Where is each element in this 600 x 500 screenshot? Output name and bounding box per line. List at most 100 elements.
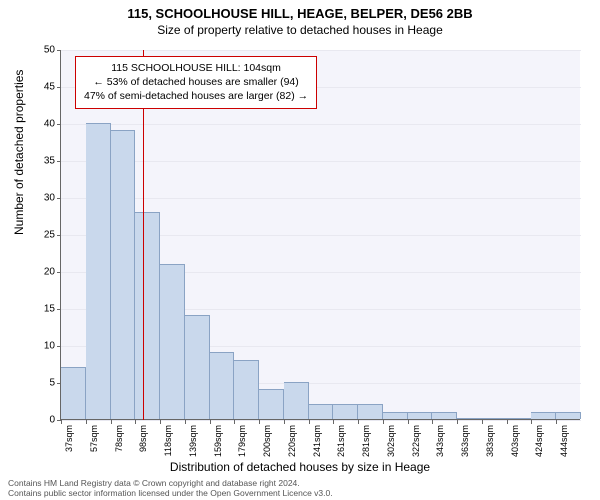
xtick-label: 363sqm (460, 425, 470, 457)
xtick-label: 118sqm (163, 425, 173, 456)
xtick-mark (358, 420, 359, 424)
xtick-mark (457, 420, 458, 424)
histogram-bar (358, 404, 383, 419)
gridline (61, 420, 581, 421)
annotation-line1: 115 SCHOOLHOUSE HILL: 104sqm (84, 61, 308, 75)
ytick-mark (57, 235, 61, 236)
xtick-label: 139sqm (188, 425, 198, 457)
annotation-line2: ← 53% of detached houses are smaller (94… (84, 75, 308, 89)
xtick-mark (160, 420, 161, 424)
ytick-mark (57, 346, 61, 347)
histogram-bar (333, 404, 358, 419)
histogram-bar (160, 264, 185, 419)
xtick-mark (86, 420, 87, 424)
xtick-mark (135, 420, 136, 424)
histogram-bar (210, 352, 235, 419)
ytick-label: 35 (25, 156, 55, 167)
xtick-mark (432, 420, 433, 424)
xtick-label: 37sqm (64, 425, 74, 452)
xtick-mark (234, 420, 235, 424)
chart-title-sub: Size of property relative to detached ho… (0, 23, 600, 37)
chart-title-main: 115, SCHOOLHOUSE HILL, HEAGE, BELPER, DE… (0, 6, 600, 21)
histogram-bar (507, 418, 532, 419)
histogram-bar (556, 412, 581, 419)
ytick-label: 20 (25, 267, 55, 278)
histogram-bar (135, 212, 160, 419)
xtick-mark (284, 420, 285, 424)
gridline (61, 161, 581, 162)
chart-container: 0510152025303540455037sqm57sqm78sqm98sqm… (60, 50, 580, 420)
ytick-label: 5 (25, 378, 55, 389)
y-axis-label: Number of detached properties (12, 70, 26, 235)
xtick-mark (531, 420, 532, 424)
histogram-bar (482, 418, 507, 419)
xtick-label: 98sqm (138, 425, 148, 452)
ytick-label: 15 (25, 304, 55, 315)
ytick-label: 40 (25, 119, 55, 130)
xtick-label: 261sqm (336, 425, 346, 457)
histogram-bar (234, 360, 259, 419)
xtick-mark (185, 420, 186, 424)
ytick-label: 0 (25, 415, 55, 426)
ytick-label: 30 (25, 193, 55, 204)
gridline (61, 198, 581, 199)
ytick-mark (57, 272, 61, 273)
histogram-bar (61, 367, 86, 419)
gridline (61, 124, 581, 125)
xtick-label: 159sqm (213, 425, 223, 457)
xtick-mark (383, 420, 384, 424)
ytick-mark (57, 309, 61, 310)
gridline (61, 50, 581, 51)
annotation-box: 115 SCHOOLHOUSE HILL: 104sqm ← 53% of de… (75, 56, 317, 109)
ytick-label: 50 (25, 45, 55, 56)
ytick-mark (57, 124, 61, 125)
xtick-mark (408, 420, 409, 424)
ytick-label: 10 (25, 341, 55, 352)
xtick-label: 179sqm (237, 425, 247, 457)
histogram-bar (309, 404, 334, 419)
xtick-label: 403sqm (510, 425, 520, 457)
xtick-label: 302sqm (386, 425, 396, 457)
xtick-label: 444sqm (559, 425, 569, 457)
histogram-bar (111, 130, 136, 419)
ytick-mark (57, 50, 61, 51)
histogram-bar (432, 412, 457, 419)
xtick-mark (309, 420, 310, 424)
footer-attribution: Contains HM Land Registry data © Crown c… (8, 478, 333, 498)
xtick-mark (111, 420, 112, 424)
xtick-label: 322sqm (411, 425, 421, 457)
xtick-label: 241sqm (312, 425, 322, 457)
histogram-bar (383, 412, 408, 419)
xtick-mark (507, 420, 508, 424)
xtick-mark (210, 420, 211, 424)
xtick-label: 281sqm (361, 425, 371, 457)
ytick-mark (57, 198, 61, 199)
xtick-mark (556, 420, 557, 424)
xtick-label: 383sqm (485, 425, 495, 457)
histogram-bar (185, 315, 210, 419)
x-axis-label: Distribution of detached houses by size … (0, 460, 600, 474)
xtick-mark (259, 420, 260, 424)
xtick-label: 78sqm (114, 425, 124, 452)
xtick-mark (333, 420, 334, 424)
histogram-bar (457, 418, 482, 419)
footer-line2: Contains public sector information licen… (8, 488, 333, 498)
xtick-label: 424sqm (534, 425, 544, 457)
xtick-mark (61, 420, 62, 424)
histogram-bar (531, 412, 556, 419)
xtick-mark (482, 420, 483, 424)
footer-line1: Contains HM Land Registry data © Crown c… (8, 478, 333, 488)
histogram-bar (408, 412, 433, 419)
xtick-label: 57sqm (89, 425, 99, 452)
annotation-line3: 47% of semi-detached houses are larger (… (84, 89, 308, 103)
xtick-label: 220sqm (287, 425, 297, 457)
xtick-label: 343sqm (435, 425, 445, 457)
ytick-label: 25 (25, 230, 55, 241)
xtick-label: 200sqm (262, 425, 272, 457)
ytick-mark (57, 161, 61, 162)
histogram-bar (259, 389, 284, 419)
histogram-bar (284, 382, 309, 419)
ytick-label: 45 (25, 82, 55, 93)
ytick-mark (57, 87, 61, 88)
histogram-bar (86, 123, 111, 419)
